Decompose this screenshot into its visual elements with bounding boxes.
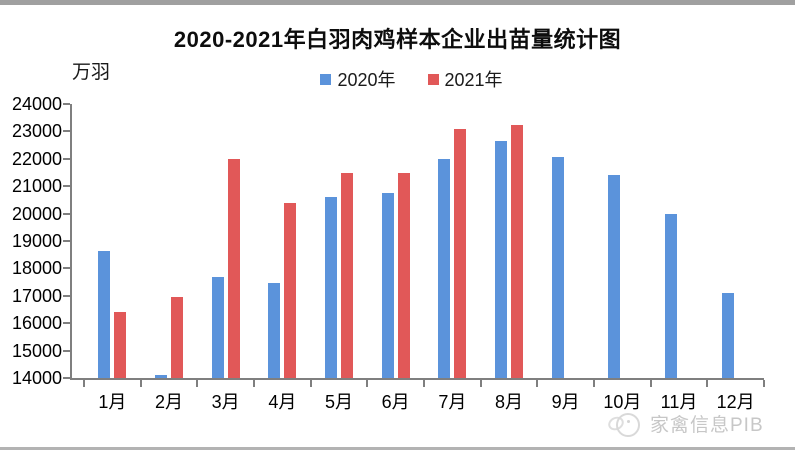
x-axis-label-11月: 11月 bbox=[660, 392, 698, 412]
bar-2021年-8月 bbox=[511, 124, 523, 378]
y-axis-unit-label: 万羽 bbox=[72, 62, 111, 83]
y-axis-tick bbox=[63, 267, 70, 270]
x-axis-tick bbox=[309, 380, 312, 387]
watermark: 家禽信息PIB bbox=[606, 410, 764, 437]
x-axis-tick bbox=[706, 380, 709, 387]
legend: 2020年 2021年 bbox=[0, 66, 795, 92]
x-axis-label-3月: 3月 bbox=[211, 392, 240, 412]
legend-item-2020: 2020年 bbox=[320, 66, 396, 92]
x-axis-label-8月: 8月 bbox=[494, 392, 523, 412]
y-axis-tick bbox=[63, 157, 70, 160]
legend-item-2021: 2021年 bbox=[427, 66, 503, 92]
x-axis-label-12月: 12月 bbox=[716, 392, 755, 412]
bar-2020年-8月 bbox=[495, 141, 507, 378]
x-axis-tick bbox=[763, 380, 765, 387]
x-axis-label-6月: 6月 bbox=[381, 392, 410, 412]
bar-2021年-6月 bbox=[397, 172, 410, 378]
x-axis-tick bbox=[139, 380, 142, 387]
bar-2021年-1月 bbox=[114, 312, 127, 378]
plot-area: 14000 15000 16000 17000 18000 19000 20000 21000… bbox=[12, 94, 765, 412]
bar-2020年-9月 bbox=[551, 157, 564, 378]
x-axis-tick bbox=[423, 380, 425, 387]
y-axis-tick bbox=[63, 212, 70, 215]
x-axis-tick bbox=[649, 380, 652, 387]
bar-2021年-5月 bbox=[341, 172, 353, 378]
y-axis-tick bbox=[63, 377, 70, 379]
bar-2020年-6月 bbox=[381, 193, 394, 378]
y-axis-tick bbox=[63, 322, 70, 325]
bar-2021年-2月 bbox=[171, 297, 183, 378]
y-axis-tick bbox=[63, 130, 70, 133]
x-axis-label-9月: 9月 bbox=[551, 392, 580, 412]
legend-label-2020: 2020年 bbox=[337, 70, 396, 90]
x-axis-tick bbox=[593, 380, 595, 387]
y-axis-label: 21000 bbox=[11, 176, 62, 197]
top-border-bar bbox=[0, 0, 795, 5]
y-axis-label: 17000 bbox=[11, 285, 62, 306]
y-axis-tick bbox=[63, 240, 70, 242]
y-axis-label: 24000 bbox=[11, 94, 62, 114]
x-axis-tick bbox=[366, 380, 369, 387]
watermark-text: 家禽信息PIB bbox=[650, 415, 764, 436]
bar-2020年-11月 bbox=[665, 213, 677, 378]
y-axis-tick bbox=[63, 103, 70, 105]
x-axis-label-5月: 5月 bbox=[324, 392, 353, 412]
bar-2021年-4月 bbox=[284, 202, 297, 378]
legend-label-2021: 2021年 bbox=[444, 70, 503, 90]
x-axis-label-10月: 10月 bbox=[603, 392, 642, 412]
chart-title: 2020-2021年白羽肉鸡样本企业出苗量统计图 bbox=[173, 27, 622, 52]
bar-2020年-1月 bbox=[98, 250, 111, 378]
legend-swatch-2020 bbox=[320, 73, 332, 85]
bottom-border-bar bbox=[0, 447, 795, 450]
x-axis-label-7月: 7月 bbox=[438, 392, 467, 412]
bar-2020年-10月 bbox=[608, 175, 621, 378]
y-axis-label: 23000 bbox=[11, 121, 62, 142]
x-axis-label-2月: 2月 bbox=[154, 392, 183, 412]
chick-logo-icon bbox=[606, 411, 642, 437]
bar-2020年-2月 bbox=[155, 375, 167, 378]
y-axis-tick bbox=[63, 185, 70, 188]
x-axis-label-1月: 1月 bbox=[98, 392, 127, 412]
y-axis-tick bbox=[63, 294, 70, 297]
x-axis-tick bbox=[536, 380, 539, 387]
x-axis-tick bbox=[253, 380, 255, 387]
bar-2020年-12月 bbox=[721, 293, 734, 378]
bar-2021年-7月 bbox=[454, 128, 467, 378]
y-axis-label: 19000 bbox=[11, 231, 62, 251]
y-axis-label: 15000 bbox=[11, 340, 62, 361]
y-axis-label: 14000 bbox=[11, 368, 62, 388]
x-axis-label-4月: 4月 bbox=[268, 392, 297, 412]
legend-swatch-2021 bbox=[427, 73, 439, 85]
y-axis-tick bbox=[63, 349, 70, 352]
y-axis-label: 20000 bbox=[11, 203, 62, 224]
x-axis-tick bbox=[196, 380, 199, 387]
x-axis-tick bbox=[83, 380, 85, 387]
bar-2021年-3月 bbox=[227, 158, 240, 378]
y-axis-label: 16000 bbox=[11, 313, 62, 334]
bar-2020年-5月 bbox=[325, 197, 337, 378]
bar-2020年-4月 bbox=[268, 283, 281, 378]
y-axis-label: 18000 bbox=[11, 258, 62, 279]
bar-2020年-3月 bbox=[211, 276, 224, 378]
x-axis-tick bbox=[479, 380, 482, 387]
y-axis-label: 22000 bbox=[11, 148, 62, 169]
bar-2020年-7月 bbox=[438, 158, 451, 378]
